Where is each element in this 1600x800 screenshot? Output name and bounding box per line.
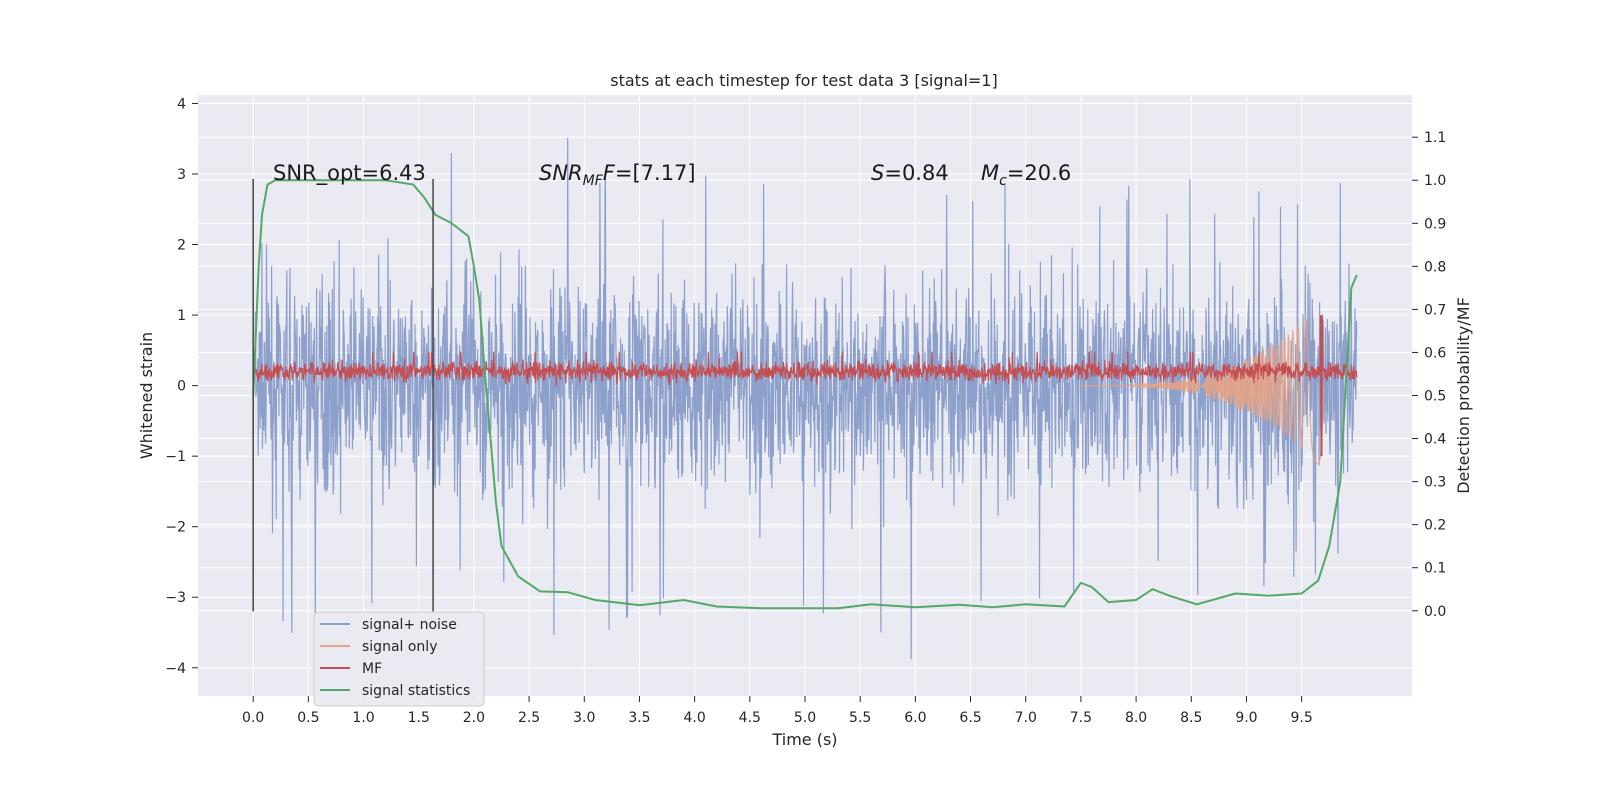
snr-mf-value: =[7.17]	[615, 161, 696, 185]
x-tick-label: 3.0	[573, 710, 595, 726]
y2-tick-label: 1.1	[1424, 130, 1446, 146]
legend-label: signal statistics	[362, 683, 470, 699]
y2-tick-label: 0.9	[1424, 216, 1446, 232]
y2-tick-label: 0.0	[1424, 604, 1446, 620]
legend-label: signal only	[362, 639, 437, 655]
x-tick-label: 0.5	[297, 710, 319, 726]
x-tick-label: 4.0	[684, 710, 706, 726]
y2-tick-label: 1.0	[1424, 173, 1446, 189]
y-tick-label: 0	[177, 379, 186, 395]
y2-tick-label: 0.6	[1424, 345, 1446, 361]
y-tick-label: 1	[177, 308, 186, 324]
y2-tick-label: 0.5	[1424, 389, 1446, 405]
s-variable: S	[871, 161, 884, 185]
x-tick-label: 0.0	[242, 710, 264, 726]
x-tick-label: 1.5	[408, 710, 430, 726]
x-tick-label: 6.5	[959, 710, 981, 726]
y-tick-label: −4	[165, 661, 186, 677]
y2-tick-label: 0.4	[1424, 432, 1446, 448]
y2-tick-label: 0.8	[1424, 259, 1446, 275]
x-tick-label: 2.5	[518, 710, 540, 726]
y-tick-label: −2	[165, 520, 186, 536]
x-axis-label: Time (s)	[771, 730, 837, 749]
x-tick-label: 5.0	[794, 710, 816, 726]
mc-value: =20.6	[1007, 161, 1071, 185]
legend: signal+ noise signal only MF signal statist…	[313, 611, 485, 707]
legend-label: MF	[362, 661, 382, 677]
s-value: =0.84	[884, 161, 948, 185]
mf-line	[252, 315, 1358, 457]
mc-annotation: Mc=20.6	[981, 161, 1071, 189]
x-tick-label: 3.5	[628, 710, 650, 726]
y2-axis-label: Detection probability/MF	[1454, 297, 1473, 494]
annotations: SNR_opt=6.43 SNRMFF=[7.17] S=0.84 Mc=20.…	[273, 161, 1071, 189]
series-layer	[252, 137, 1358, 660]
x-tick-label: 2.0	[463, 710, 485, 726]
snr-mf-subscript: MF	[583, 173, 604, 189]
mc-variable: M	[981, 161, 999, 185]
y-tick-label: −3	[165, 590, 186, 606]
x-tick-label: 7.0	[1015, 710, 1037, 726]
x-tick-label: 5.5	[849, 710, 871, 726]
mc-subscript: c	[999, 173, 1007, 189]
x-tick-label: 7.5	[1070, 710, 1092, 726]
y-axis-label: Whitened strain	[137, 332, 156, 459]
signal-only-line	[1080, 316, 1325, 465]
y-tick-label: −1	[165, 449, 186, 465]
snr-opt-annotation: SNR_opt=6.43	[273, 161, 426, 186]
x-tick-label: 8.0	[1125, 710, 1147, 726]
x-tick-label: 1.0	[352, 710, 374, 726]
x-tick-label: 8.5	[1180, 710, 1202, 726]
y2-tick-label: 0.2	[1424, 518, 1446, 534]
y2-tick-label: 0.7	[1424, 302, 1446, 318]
x-tick-label: 6.0	[904, 710, 926, 726]
y-tick-label: 2	[177, 238, 186, 254]
x-tick-label: 9.0	[1235, 710, 1257, 726]
y2-tick-label: 0.1	[1424, 561, 1446, 577]
legend-box	[313, 611, 485, 707]
snr-mf-base: SNR	[539, 161, 583, 185]
s-annotation: S=0.84	[871, 161, 949, 185]
axes: 0.0 0.5 1.0 1.5 2.0 2.5 3.0 3.5 4.0 4.5 5.0 5.5 6.0 6…	[137, 96, 1473, 749]
x-tick-label: 4.5	[739, 710, 761, 726]
snr-mf-annotation: SNRMFF=[7.17]	[539, 161, 696, 189]
legend-label: signal+ noise	[362, 617, 457, 633]
chart-title: stats at each timestep for test data 3 […	[610, 71, 997, 90]
y-tick-label: 4	[177, 96, 186, 112]
y2-tick-label: 0.3	[1424, 475, 1446, 491]
y-tick-label: 3	[177, 167, 186, 183]
x-tick-label: 9.5	[1291, 710, 1313, 726]
